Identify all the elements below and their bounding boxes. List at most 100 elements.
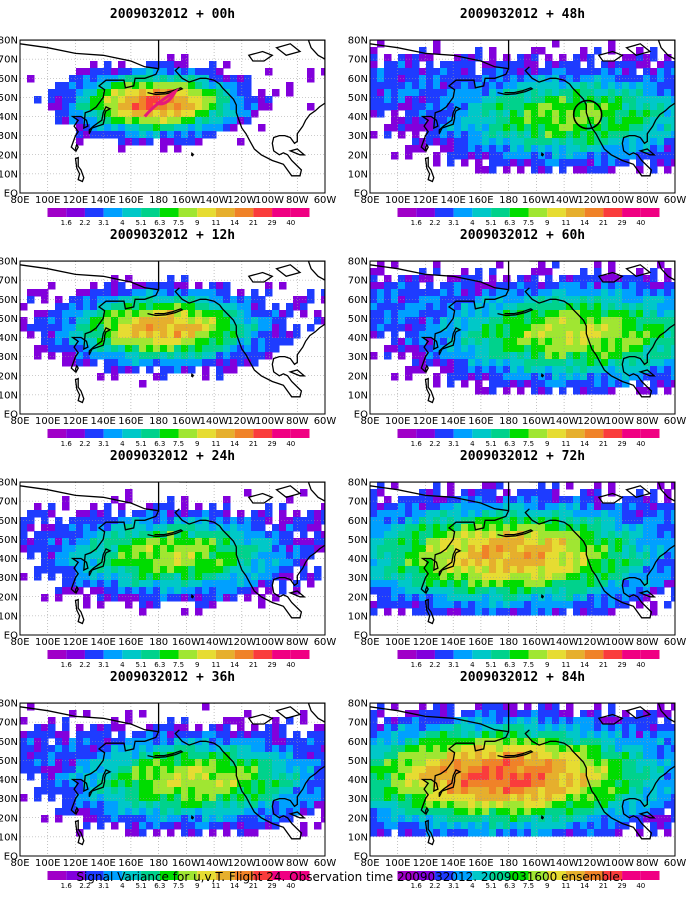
variance-cell bbox=[664, 345, 672, 353]
variance-cell bbox=[125, 496, 133, 504]
variance-cell bbox=[517, 303, 525, 311]
variance-cell bbox=[314, 801, 322, 809]
variance-cell bbox=[447, 296, 455, 304]
variance-cell bbox=[615, 89, 623, 97]
variance-cell bbox=[146, 780, 154, 788]
variance-cell bbox=[76, 573, 84, 581]
variance-cell bbox=[279, 801, 287, 809]
variance-cell bbox=[559, 510, 567, 518]
variance-cell bbox=[580, 745, 588, 753]
variance-cell bbox=[440, 117, 448, 125]
variance-cell bbox=[139, 345, 147, 353]
colorbar-swatch bbox=[66, 208, 85, 217]
variance-cell bbox=[531, 317, 539, 325]
colorbar-swatch bbox=[234, 650, 254, 659]
variance-cell bbox=[104, 545, 112, 553]
coastline-hawaii bbox=[540, 151, 545, 157]
variance-cell bbox=[195, 138, 203, 146]
variance-cell bbox=[41, 787, 49, 795]
variance-cell bbox=[650, 289, 658, 297]
variance-cell bbox=[174, 580, 182, 588]
colorbar-tick-label: 2.2 bbox=[79, 661, 90, 669]
variance-cell bbox=[216, 324, 224, 332]
variance-cell bbox=[216, 559, 224, 567]
variance-cell bbox=[195, 808, 203, 816]
colorbar-swatch bbox=[66, 650, 85, 659]
variance-cell bbox=[69, 331, 77, 339]
variance-cell bbox=[475, 710, 483, 718]
colorbar-tick-label: 4 bbox=[120, 882, 125, 890]
variance-cell bbox=[412, 731, 420, 739]
variance-cell bbox=[538, 289, 546, 297]
variance-cell bbox=[580, 268, 588, 276]
variance-cell bbox=[671, 131, 675, 139]
variance-cell bbox=[461, 608, 469, 616]
variance-cell bbox=[146, 524, 154, 532]
x-tick-label: 80W bbox=[636, 637, 659, 648]
variance-cell bbox=[447, 601, 455, 609]
variance-cell bbox=[146, 68, 154, 76]
variance-cell bbox=[405, 54, 413, 62]
colorbar: 1.6 2.2 3.1 4 5.1 6.3 7.5 9 11 14 21 29 40 bbox=[397, 650, 660, 669]
variance-cell bbox=[538, 352, 546, 360]
variance-cell bbox=[433, 703, 441, 711]
variance-cell bbox=[104, 324, 112, 332]
variance-cell bbox=[230, 787, 238, 795]
variance-cell bbox=[111, 566, 119, 574]
variance-cell bbox=[489, 745, 497, 753]
variance-cell bbox=[216, 317, 224, 325]
variance-cell bbox=[132, 759, 140, 767]
variance-cell bbox=[573, 152, 581, 160]
variance-cell bbox=[181, 352, 189, 360]
variance-cell bbox=[566, 517, 574, 525]
variance-cell bbox=[286, 738, 294, 746]
variance-cell bbox=[629, 594, 637, 602]
variance-cell bbox=[314, 531, 322, 539]
variance-cell bbox=[62, 573, 70, 581]
variance-cell bbox=[167, 745, 175, 753]
variance-cell bbox=[251, 801, 259, 809]
variance-cell bbox=[62, 538, 70, 546]
colorbar-tick-label: 2.2 bbox=[79, 882, 90, 890]
variance-cell bbox=[286, 496, 294, 504]
variance-cell bbox=[160, 359, 168, 367]
variance-cell bbox=[216, 801, 224, 809]
variance-cell bbox=[643, 82, 651, 90]
variance-cell bbox=[370, 331, 378, 339]
variance-cell bbox=[524, 282, 532, 290]
variance-cell bbox=[566, 61, 574, 69]
variance-cell bbox=[286, 303, 294, 311]
variance-cell bbox=[125, 96, 133, 104]
variance-cell bbox=[69, 738, 77, 746]
variance-cell bbox=[629, 282, 637, 290]
variance-cell bbox=[20, 794, 28, 802]
variance-cell bbox=[622, 75, 630, 83]
variance-cell bbox=[657, 752, 665, 760]
variance-cell bbox=[279, 517, 287, 525]
colorbar-tick-label: 21 bbox=[599, 219, 608, 227]
variance-cell bbox=[594, 587, 602, 595]
variance-cell bbox=[489, 359, 497, 367]
variance-cell bbox=[139, 745, 147, 753]
variance-cell bbox=[636, 566, 644, 574]
variance-cell bbox=[62, 117, 70, 125]
variance-cell bbox=[258, 531, 266, 539]
variance-cell bbox=[412, 724, 420, 732]
variance-cell bbox=[391, 96, 399, 104]
variance-cell bbox=[83, 794, 91, 802]
y-tick-label: 60N bbox=[348, 74, 368, 85]
variance-cell bbox=[62, 780, 70, 788]
variance-cell bbox=[433, 103, 441, 111]
variance-cell bbox=[538, 82, 546, 90]
colorbar-tick-label: 14 bbox=[580, 661, 589, 669]
variance-cell bbox=[657, 373, 665, 381]
y-tick-label: 10N bbox=[348, 611, 368, 622]
colorbar-tick-label: 3.1 bbox=[448, 219, 459, 227]
variance-cell bbox=[398, 496, 406, 504]
variance-cell bbox=[405, 496, 413, 504]
x-tick-label: 100E bbox=[35, 637, 60, 648]
variance-cell bbox=[538, 303, 546, 311]
variance-cell bbox=[167, 366, 175, 374]
variance-cell bbox=[552, 545, 560, 553]
